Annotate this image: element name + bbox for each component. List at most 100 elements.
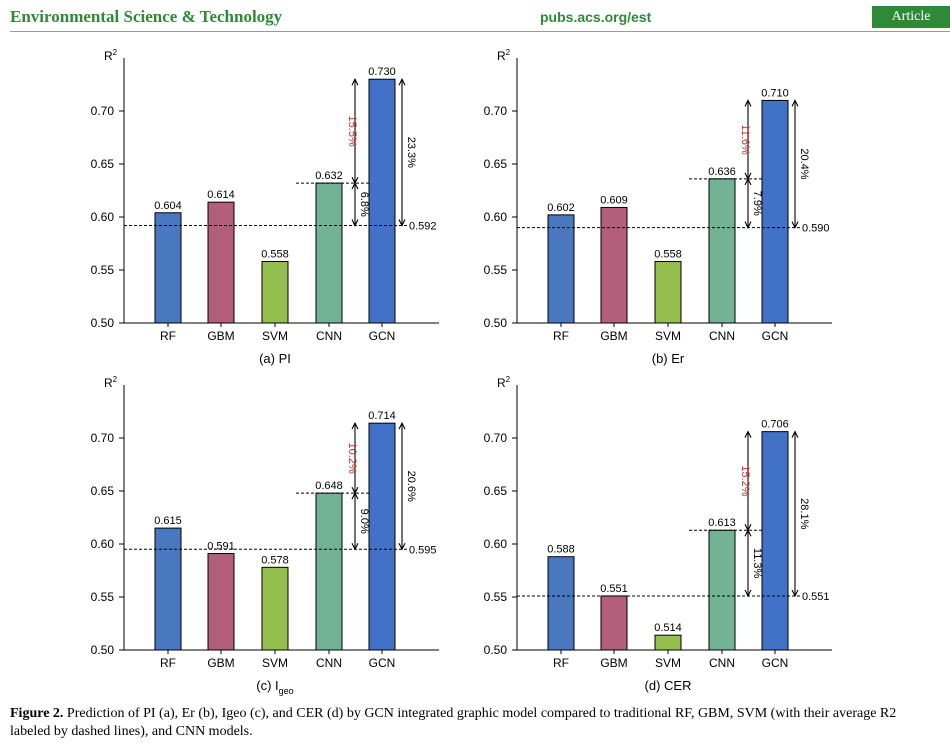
y-tick-label: 0.65 bbox=[91, 157, 115, 171]
bar-gcn bbox=[368, 422, 396, 651]
value-label-svm: 0.558 bbox=[261, 249, 289, 261]
x-tick-label-gbm: GBM bbox=[207, 329, 234, 343]
x-tick-label-gbm: GBM bbox=[600, 329, 627, 343]
value-label-cnn: 0.632 bbox=[315, 170, 343, 182]
x-tick-label-rf: RF bbox=[160, 656, 176, 670]
x-tick-label-cnn: CNN bbox=[709, 656, 735, 670]
baseline-label: 0.592 bbox=[409, 220, 437, 232]
y-tick-label: 0.70 bbox=[484, 104, 508, 118]
panel-label: (d) CER bbox=[645, 678, 692, 693]
value-label-gcn: 0.710 bbox=[761, 87, 789, 99]
x-tick-label-gcn: GCN bbox=[369, 329, 396, 343]
bar-svm bbox=[261, 261, 289, 324]
cnn-gain-label: 11.3% bbox=[751, 548, 763, 579]
x-tick-label-rf: RF bbox=[553, 329, 569, 343]
x-tick-label-svm: SVM bbox=[262, 656, 288, 670]
x-tick-label-cnn: CNN bbox=[316, 329, 342, 343]
arrow-gcn-baseline-head-top bbox=[791, 430, 799, 438]
y-tick-label: 0.60 bbox=[91, 537, 115, 551]
x-tick-label-rf: RF bbox=[553, 656, 569, 670]
bar-gcn bbox=[761, 99, 789, 324]
bar-gbm bbox=[600, 206, 628, 324]
panel-label: (c) Igeo bbox=[256, 678, 293, 696]
y-tick-label: 0.60 bbox=[484, 537, 508, 551]
y-axis-label: R2 bbox=[497, 48, 511, 63]
bar-gbm bbox=[207, 553, 235, 651]
arrow-gcn-cnn-head-top bbox=[744, 430, 752, 438]
y-tick-label: 0.70 bbox=[484, 431, 508, 445]
y-tick-label: 0.55 bbox=[484, 590, 508, 604]
x-tick-label-cnn: CNN bbox=[316, 656, 342, 670]
figure-2: R2 0.50 0.55 0.60 0.65 0.70 0.604 RF 0.614 GBM 0.5… bbox=[91, 48, 832, 696]
value-label-cnn: 0.613 bbox=[708, 517, 736, 529]
journal-url[interactable]: pubs.acs.org/est bbox=[540, 9, 652, 25]
y-tick-label: 0.70 bbox=[91, 431, 115, 445]
y-tick-label: 0.65 bbox=[91, 484, 115, 498]
gain-vs-cnn-label: 11.6% bbox=[739, 124, 751, 155]
y-tick-label: 0.50 bbox=[91, 316, 115, 330]
bar-gcn bbox=[368, 78, 396, 324]
x-tick-label-gcn: GCN bbox=[762, 656, 789, 670]
article-badge: Article bbox=[872, 6, 950, 28]
bar-cnn bbox=[708, 529, 736, 651]
y-tick-label: 0.65 bbox=[484, 157, 508, 171]
gain-vs-baseline-label: 28.1% bbox=[798, 498, 810, 529]
bar-gcn bbox=[761, 431, 789, 651]
bar-rf bbox=[547, 556, 575, 651]
value-label-rf: 0.615 bbox=[154, 515, 182, 527]
x-tick-label-gbm: GBM bbox=[207, 656, 234, 670]
value-label-cnn: 0.648 bbox=[315, 480, 343, 492]
arrow-gcn-baseline-head-top bbox=[398, 77, 406, 86]
arrow-cnn-baseline-head-top bbox=[351, 181, 359, 190]
value-label-svm: 0.514 bbox=[654, 622, 682, 634]
arrow-gcn-cnn-head-top bbox=[351, 77, 359, 86]
bar-svm bbox=[654, 261, 682, 324]
value-label-svm: 0.558 bbox=[654, 249, 682, 261]
x-tick-label-gcn: GCN bbox=[369, 656, 396, 670]
arrow-cnn-baseline-head-top bbox=[744, 528, 752, 537]
x-tick-label-cnn: CNN bbox=[709, 329, 735, 343]
bar-rf bbox=[154, 527, 182, 651]
value-label-gbm: 0.591 bbox=[207, 541, 235, 553]
x-tick-label-svm: SVM bbox=[262, 329, 288, 343]
x-tick-label-svm: SVM bbox=[655, 656, 681, 670]
arrow-gcn-baseline-head-top bbox=[791, 99, 799, 107]
x-tick-label-gcn: GCN bbox=[762, 329, 789, 343]
bar-gbm bbox=[600, 595, 628, 651]
arrow-gcn-cnn-head-top bbox=[351, 421, 359, 430]
y-tick-label: 0.50 bbox=[484, 643, 508, 657]
y-tick-label: 0.55 bbox=[484, 263, 508, 277]
y-tick-label: 0.55 bbox=[91, 263, 115, 277]
arrow-cnn-baseline-head-bottom bbox=[744, 221, 752, 229]
cnn-gain-label: 9.0% bbox=[358, 509, 370, 534]
value-label-gbm: 0.551 bbox=[600, 583, 628, 595]
arrow-cnn-baseline-head-bottom bbox=[744, 589, 752, 598]
panel-er: R2 0.50 0.55 0.60 0.65 0.70 0.602 RF 0.609 GBM 0.5… bbox=[484, 48, 832, 366]
panel-cer: R2 0.50 0.55 0.60 0.65 0.70 0.588 RF 0.551 GBM 0.5… bbox=[484, 375, 832, 693]
value-label-rf: 0.604 bbox=[154, 200, 182, 212]
baseline-label: 0.551 bbox=[802, 591, 830, 603]
arrow-gcn-cnn-head-top bbox=[744, 99, 752, 107]
x-tick-label-svm: SVM bbox=[655, 329, 681, 343]
cnn-gain-label: 7.9% bbox=[751, 191, 763, 216]
value-label-cnn: 0.636 bbox=[708, 166, 736, 178]
arrow-gcn-baseline-head-bottom bbox=[791, 221, 799, 229]
gain-vs-cnn-label: 10.2% bbox=[346, 443, 358, 474]
y-axis-label: R2 bbox=[104, 375, 118, 390]
arrow-cnn-baseline-head-top bbox=[351, 491, 359, 500]
panel-label: (a) PI bbox=[259, 351, 291, 366]
y-tick-label: 0.50 bbox=[91, 643, 115, 657]
value-label-gcn: 0.714 bbox=[368, 410, 396, 422]
bar-rf bbox=[154, 212, 182, 324]
gain-vs-baseline-label: 20.6% bbox=[405, 471, 417, 502]
y-axis-label: R2 bbox=[497, 375, 511, 390]
bar-gbm bbox=[207, 201, 235, 324]
arrow-gcn-baseline-head-bottom bbox=[398, 219, 406, 227]
bar-cnn bbox=[315, 492, 343, 651]
panel-pi: R2 0.50 0.55 0.60 0.65 0.70 0.604 RF 0.614 GBM 0.5… bbox=[91, 48, 439, 366]
value-label-rf: 0.602 bbox=[547, 202, 575, 214]
value-label-gbm: 0.609 bbox=[600, 194, 628, 206]
y-tick-label: 0.50 bbox=[484, 316, 508, 330]
header-divider bbox=[10, 31, 950, 32]
arrow-gcn-baseline-head-top bbox=[398, 421, 406, 430]
